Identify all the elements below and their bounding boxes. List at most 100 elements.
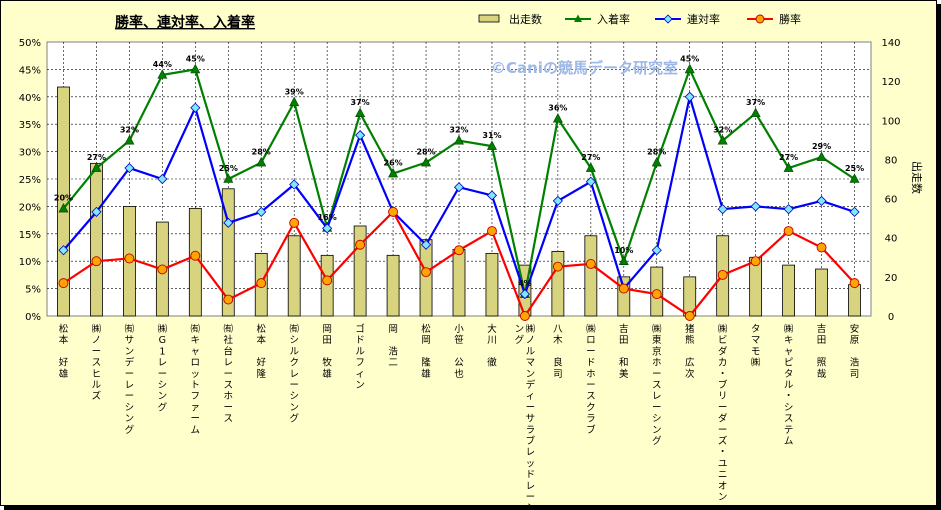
legend-label: 入着率: [597, 12, 630, 26]
point: [289, 179, 300, 190]
point: [486, 190, 498, 201]
data-label: 45%: [186, 54, 205, 63]
point: [355, 239, 366, 250]
right-axis-tick-label: 140: [881, 38, 900, 49]
point: [124, 253, 135, 264]
point: [58, 245, 69, 256]
point: [816, 242, 827, 253]
bar: [551, 251, 565, 317]
point: [454, 134, 464, 145]
left-axis-tick-label: 20%: [19, 202, 41, 213]
point: [421, 267, 431, 278]
point: [849, 206, 860, 217]
point: [190, 63, 201, 74]
point: [783, 204, 794, 215]
data-label: 16%: [318, 213, 337, 222]
point: [618, 255, 629, 266]
category-label: 猪熊 広次: [685, 323, 695, 380]
data-label: 32%: [713, 126, 732, 135]
bar: [452, 249, 466, 317]
point: [322, 223, 333, 234]
data-label: 36%: [548, 104, 567, 113]
data-label: 37%: [746, 98, 765, 107]
data-label: 26%: [384, 159, 403, 168]
point: [684, 91, 695, 102]
data-label: 25%: [219, 164, 238, 173]
point: [289, 217, 300, 228]
category-label: 吉田 照哉: [817, 324, 827, 380]
data-label: 32%: [449, 126, 468, 135]
data-label: 27%: [779, 153, 798, 162]
data-label: 37%: [351, 98, 370, 107]
bar: [221, 188, 235, 317]
point: [651, 289, 662, 300]
point: [91, 162, 102, 172]
legend-label: 勝率: [779, 12, 801, 26]
bar: [815, 268, 828, 317]
category-label: 松本 好隆: [256, 323, 266, 380]
data-label: 32%: [120, 126, 139, 135]
point: [684, 311, 695, 321]
point: [421, 156, 432, 167]
point: [388, 206, 399, 217]
legend-marker: [755, 14, 765, 24]
category-label: ㈱ノルマンディーサラブレッドレーシング: [515, 323, 536, 505]
point: [58, 202, 69, 213]
category-label: 八木 良司: [553, 324, 563, 380]
left-axis-tick-label: 15%: [19, 230, 41, 241]
point: [585, 176, 596, 187]
point: [849, 173, 860, 183]
point: [816, 195, 827, 206]
right-axis-tick-label: 80: [885, 155, 898, 166]
bar: [485, 252, 499, 317]
data-label: 10%: [614, 246, 633, 255]
bar: [848, 284, 861, 317]
category-label: ゴドルフィン: [355, 323, 365, 391]
point: [223, 217, 234, 228]
right-axis-tick-label: 120: [881, 77, 900, 88]
point: [157, 173, 168, 185]
data-label: 27%: [87, 153, 106, 162]
left-axis-tick-label: 5%: [25, 285, 41, 296]
category-label: ㈲キャロットファーム: [191, 323, 201, 436]
right-axis-tick-label: 40: [885, 234, 898, 245]
point: [487, 226, 497, 237]
category-label: 小笹 公也: [454, 324, 464, 380]
point: [552, 195, 563, 206]
category-label: 松本 好雄: [59, 323, 69, 380]
point: [289, 96, 300, 107]
bar: [419, 239, 433, 317]
left-axis-tick-label: 35%: [19, 120, 41, 131]
point: [750, 256, 761, 267]
point: [322, 275, 333, 286]
point: [355, 130, 366, 141]
left-axis-tick-label: 0%: [25, 312, 41, 323]
category-label: ㈱東京ホースレーシング: [652, 323, 662, 447]
data-label: 4%: [518, 279, 532, 288]
point: [783, 162, 794, 172]
data-label: 27%: [581, 153, 600, 162]
point: [91, 206, 102, 217]
legend-label: 連対率: [687, 12, 720, 26]
category-label: ㈱ G 1 レーシング: [158, 323, 168, 413]
category-label: 岡田 牧雄: [322, 324, 332, 380]
left-axis-tick-label: 50%: [19, 38, 41, 49]
point: [684, 63, 695, 74]
category-label: 岡 浩二: [388, 324, 398, 369]
left-axis-tick-label: 25%: [19, 175, 41, 186]
data-label: 20%: [54, 194, 73, 203]
left-axis-tick-label: 10%: [19, 257, 41, 268]
category-label: 松岡 隆雄: [421, 323, 431, 380]
bar: [782, 264, 795, 317]
point: [618, 283, 629, 294]
right-axis-tick-label: 0: [888, 312, 894, 323]
data-label: 44%: [153, 60, 172, 69]
point: [486, 140, 497, 150]
category-label: ㈲サンデーレーシング: [125, 323, 135, 436]
point: [256, 206, 267, 217]
point: [519, 311, 530, 321]
point: [124, 162, 135, 174]
point: [750, 201, 761, 212]
bar: [584, 235, 598, 317]
